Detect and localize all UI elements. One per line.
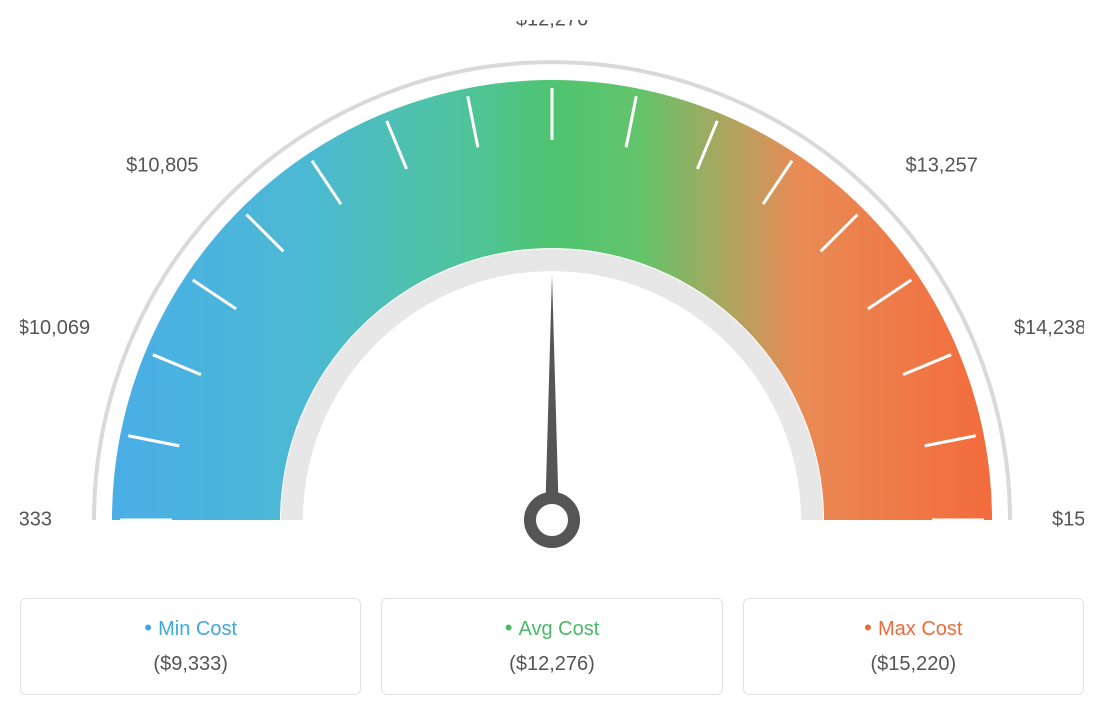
gauge-tick-label: $15,220	[1052, 508, 1084, 530]
gauge-tick-label: $9,333	[20, 508, 52, 530]
gauge-tick-label: $10,069	[20, 317, 90, 339]
gauge-needle	[545, 275, 559, 520]
legend-card-max: Max Cost ($15,220)	[743, 598, 1084, 695]
legend-max-value: ($15,220)	[754, 653, 1073, 676]
gauge-chart: $9,333 $10,069 $10,805 $12,276 $13,257 $14,23…	[20, 20, 1084, 580]
legend-min-label: Min Cost	[31, 615, 350, 641]
gauge-needle-hub	[530, 498, 574, 542]
gauge-tick-label: $14,238	[1014, 317, 1084, 339]
gauge-tick-label: $13,257	[906, 155, 978, 177]
gauge-tick-label: $12,276	[516, 20, 588, 30]
legend-avg-label: Avg Cost	[392, 615, 711, 641]
gauge-svg: $9,333 $10,069 $10,805 $12,276 $13,257 $14,23…	[20, 20, 1084, 580]
legend-avg-value: ($12,276)	[392, 653, 711, 676]
legend-min-value: ($9,333)	[31, 653, 350, 676]
legend-max-label: Max Cost	[754, 615, 1073, 641]
legend-row: Min Cost ($9,333) Avg Cost ($12,276) Max…	[20, 598, 1084, 695]
gauge-tick-label: $10,805	[126, 155, 198, 177]
legend-card-avg: Avg Cost ($12,276)	[381, 598, 722, 695]
legend-card-min: Min Cost ($9,333)	[20, 598, 361, 695]
